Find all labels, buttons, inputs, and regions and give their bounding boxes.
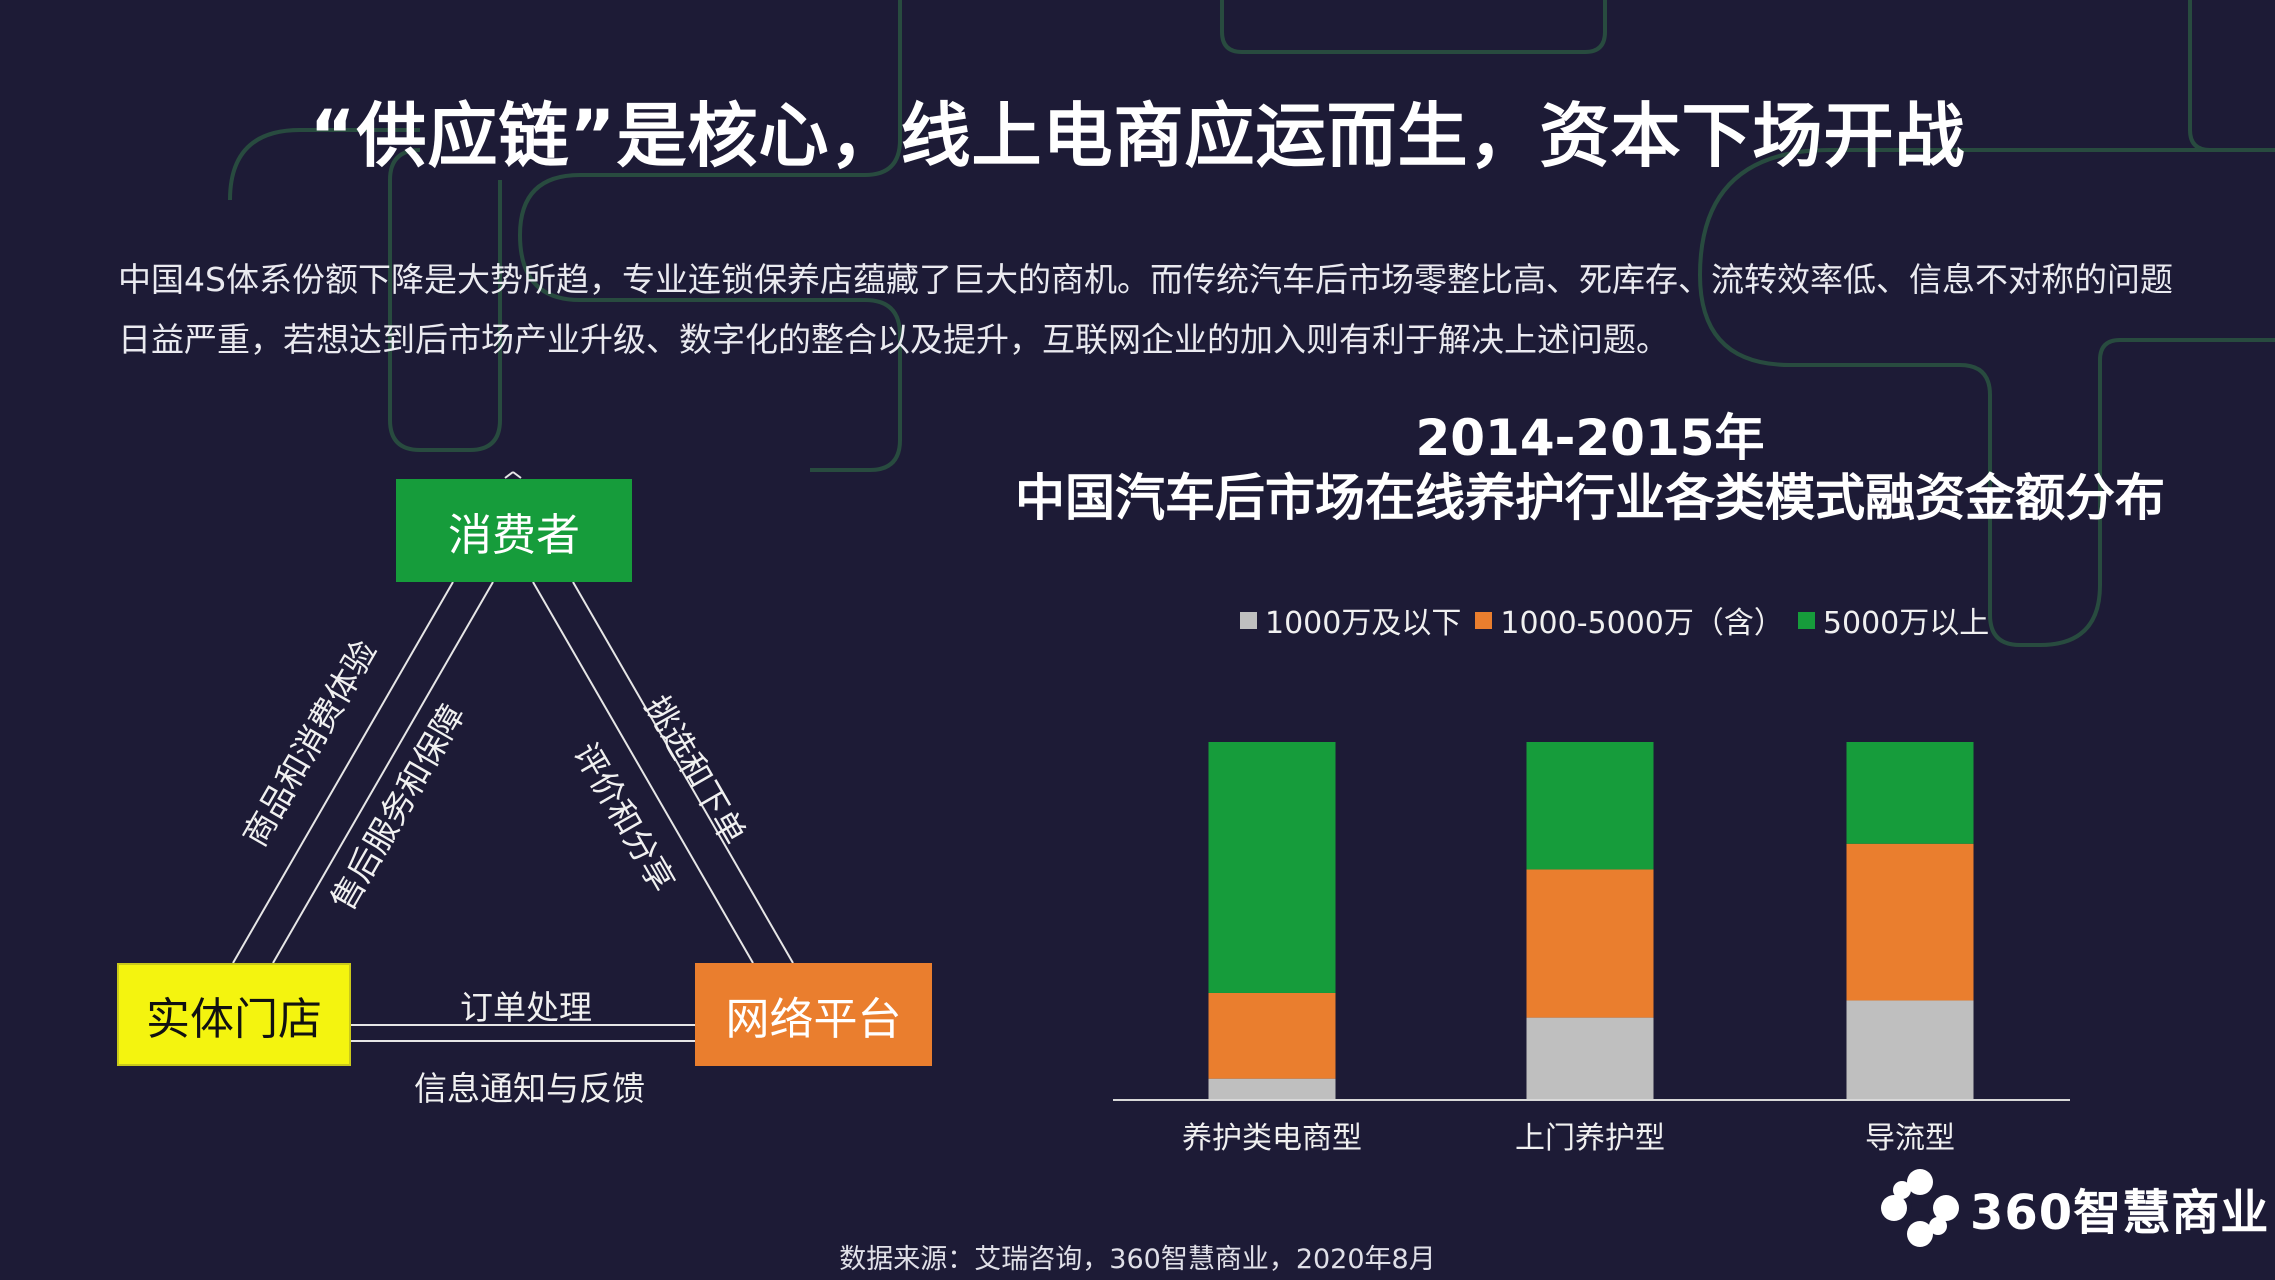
chart-title-line1: 2014-2015年 xyxy=(1415,409,1765,467)
360-flower-icon xyxy=(1881,1169,1959,1247)
intro-paragraph: 中国4S体系份额下降是大势所趋，专业连锁保养店蕴藏了巨大的商机。而传统汽车后市场… xyxy=(118,260,2173,359)
bar-segment-2-cat-3 xyxy=(1846,843,1974,1001)
bar-segment-1-cat-3 xyxy=(1846,1000,1974,1099)
page-title: “供应链”是核心，线上电商应运而生，资本下场开战 xyxy=(309,95,1966,177)
bar-segment-3-cat-2 xyxy=(1526,742,1654,870)
edge-line-select-order xyxy=(572,581,794,964)
legend-item-low: 1000万及以下 xyxy=(1240,598,1461,642)
chart-title: 2014-2015年 中国汽车后市场在线养护行业各类模式融资金额分布 xyxy=(1000,408,2180,528)
node-online-platform: 网络平台 xyxy=(695,963,932,1066)
legend-label-high: 5000万以上 xyxy=(1822,606,1990,641)
node-physical-store: 实体门店 xyxy=(117,963,351,1066)
consumer-tip-line xyxy=(504,471,514,479)
category-label-2: 上门养护型 xyxy=(1515,1121,1665,1156)
edge-line-review xyxy=(532,581,754,964)
bar-segment-3-cat-3 xyxy=(1846,742,1974,844)
label-order-processing: 订单处理 xyxy=(460,988,592,1027)
bar-segment-2-cat-1 xyxy=(1208,992,1336,1079)
logo-text: 360智慧商业 xyxy=(1970,1185,2270,1241)
bar-segment-2-cat-2 xyxy=(1526,869,1654,1018)
category-label-1: 养护类电商型 xyxy=(1182,1121,1362,1156)
edge-line-store-consumer xyxy=(232,581,454,964)
bar-segment-3-cat-1 xyxy=(1208,742,1336,993)
chart-title-line2: 中国汽车后市场在线养护行业各类模式融资金额分布 xyxy=(1015,469,2165,527)
bar-segment-1-cat-1 xyxy=(1208,1078,1336,1099)
legend-item-mid: 1000-5000万（含） xyxy=(1475,598,1784,642)
edge-line-after-sales xyxy=(272,581,494,964)
legend-label-low: 1000万及以下 xyxy=(1265,606,1462,641)
label-info-feedback: 信息通知与反馈 xyxy=(414,1069,645,1108)
data-source: 数据来源：艾瑞咨询，360智慧商业，2020年8月 xyxy=(839,1244,1436,1275)
bar-segment-1-cat-2 xyxy=(1526,1017,1654,1099)
chart-legend: 1000万及以下 1000-5000万（含） 5000万以上 xyxy=(1240,598,2003,642)
category-label-3: 导流型 xyxy=(1865,1121,1955,1156)
logo: 360智慧商业 xyxy=(1880,1168,2269,1248)
legend-item-high: 5000万以上 xyxy=(1797,598,1990,642)
node-consumer: 消费者 xyxy=(396,479,632,582)
legend-swatch-low xyxy=(1240,611,1257,629)
legend-swatch-high xyxy=(1797,611,1815,629)
legend-swatch-mid xyxy=(1475,611,1493,629)
legend-label-mid: 1000-5000万（含） xyxy=(1500,606,1784,641)
